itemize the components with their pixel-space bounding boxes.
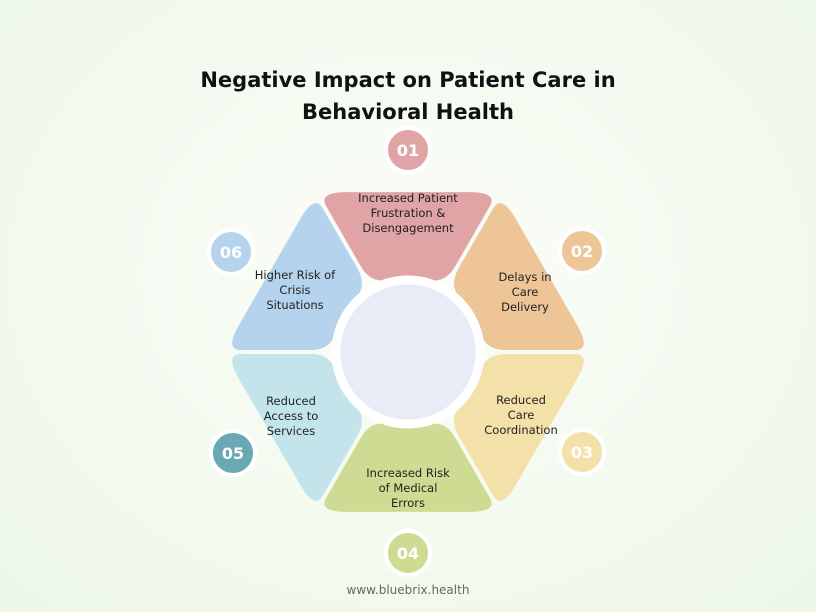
segment-05-label-line: Access to <box>264 409 319 423</box>
segment-02-label-line: Delays in <box>498 270 551 284</box>
badge-01-number: 01 <box>397 141 419 160</box>
segment-05-label-line: Reduced <box>266 394 316 408</box>
segment-06-label-line: Higher Risk of <box>255 268 336 282</box>
segment-01-label-line: Disengagement <box>362 221 454 235</box>
segment-05-label-line: Services <box>267 424 316 438</box>
badge-01-circle <box>384 126 432 174</box>
segment-06-label-line: Crisis <box>279 283 310 297</box>
badge-02: 02 <box>558 227 606 275</box>
badge-05-circle <box>209 429 257 477</box>
badge-04: 04 <box>384 529 432 577</box>
segment-01 <box>324 192 492 281</box>
segment-06 <box>232 203 362 350</box>
segment-06-label-line: Situations <box>266 298 323 312</box>
segment-01-label-line: Increased Patient <box>358 191 458 205</box>
title-line-2: Behavioral Health <box>302 100 514 124</box>
diagram-title: Negative Impact on Patient Care in Behav… <box>0 64 816 128</box>
badge-05-number: 05 <box>222 444 244 463</box>
badge-03-circle <box>558 428 606 476</box>
badge-06-circle <box>207 228 255 276</box>
segment-03-label-line: Care <box>508 408 535 422</box>
badge-02-circle <box>558 227 606 275</box>
badge-03: 03 <box>558 428 606 476</box>
segment-03-label-line: Reduced <box>496 393 546 407</box>
badge-01: 01 <box>384 126 432 174</box>
badge-02-number: 02 <box>571 242 593 261</box>
segment-02 <box>454 203 584 350</box>
segment-03-label: Reduced Care Coordination <box>484 393 558 437</box>
badge-06: 06 <box>207 228 255 276</box>
center-circle <box>331 275 485 429</box>
title-line-1: Negative Impact on Patient Care in <box>200 68 616 92</box>
segment-01-label: Increased Patient Frustration & Disengagem… <box>358 191 458 235</box>
segment-03-label-line: Coordination <box>484 423 558 437</box>
segment-04-label-line: Errors <box>391 496 425 510</box>
segment-04 <box>324 423 492 512</box>
footer-url: www.bluebrix.health <box>346 583 470 597</box>
segment-05 <box>232 354 362 501</box>
segment-02-label-line: Delivery <box>501 300 549 314</box>
segment-01-label-line: Frustration & <box>371 206 446 220</box>
segment-05-label: Reduced Access to Services <box>264 394 319 438</box>
badge-06-number: 06 <box>220 243 242 262</box>
segment-03 <box>454 354 584 501</box>
badge-04-number: 04 <box>397 544 419 563</box>
badge-03-number: 03 <box>571 443 593 462</box>
segment-04-label-line: of Medical <box>379 481 438 495</box>
segment-02-label: Delays in Care Delivery <box>498 270 551 314</box>
badge-04-circle <box>384 529 432 577</box>
segment-04-label-line: Increased Risk <box>366 466 450 480</box>
segment-02-label-line: Care <box>512 285 539 299</box>
segment-04-label: Increased Risk of Medical Errors <box>366 466 450 510</box>
badge-05: 05 <box>209 429 257 477</box>
segment-06-label: Higher Risk of Crisis Situations <box>255 268 336 312</box>
